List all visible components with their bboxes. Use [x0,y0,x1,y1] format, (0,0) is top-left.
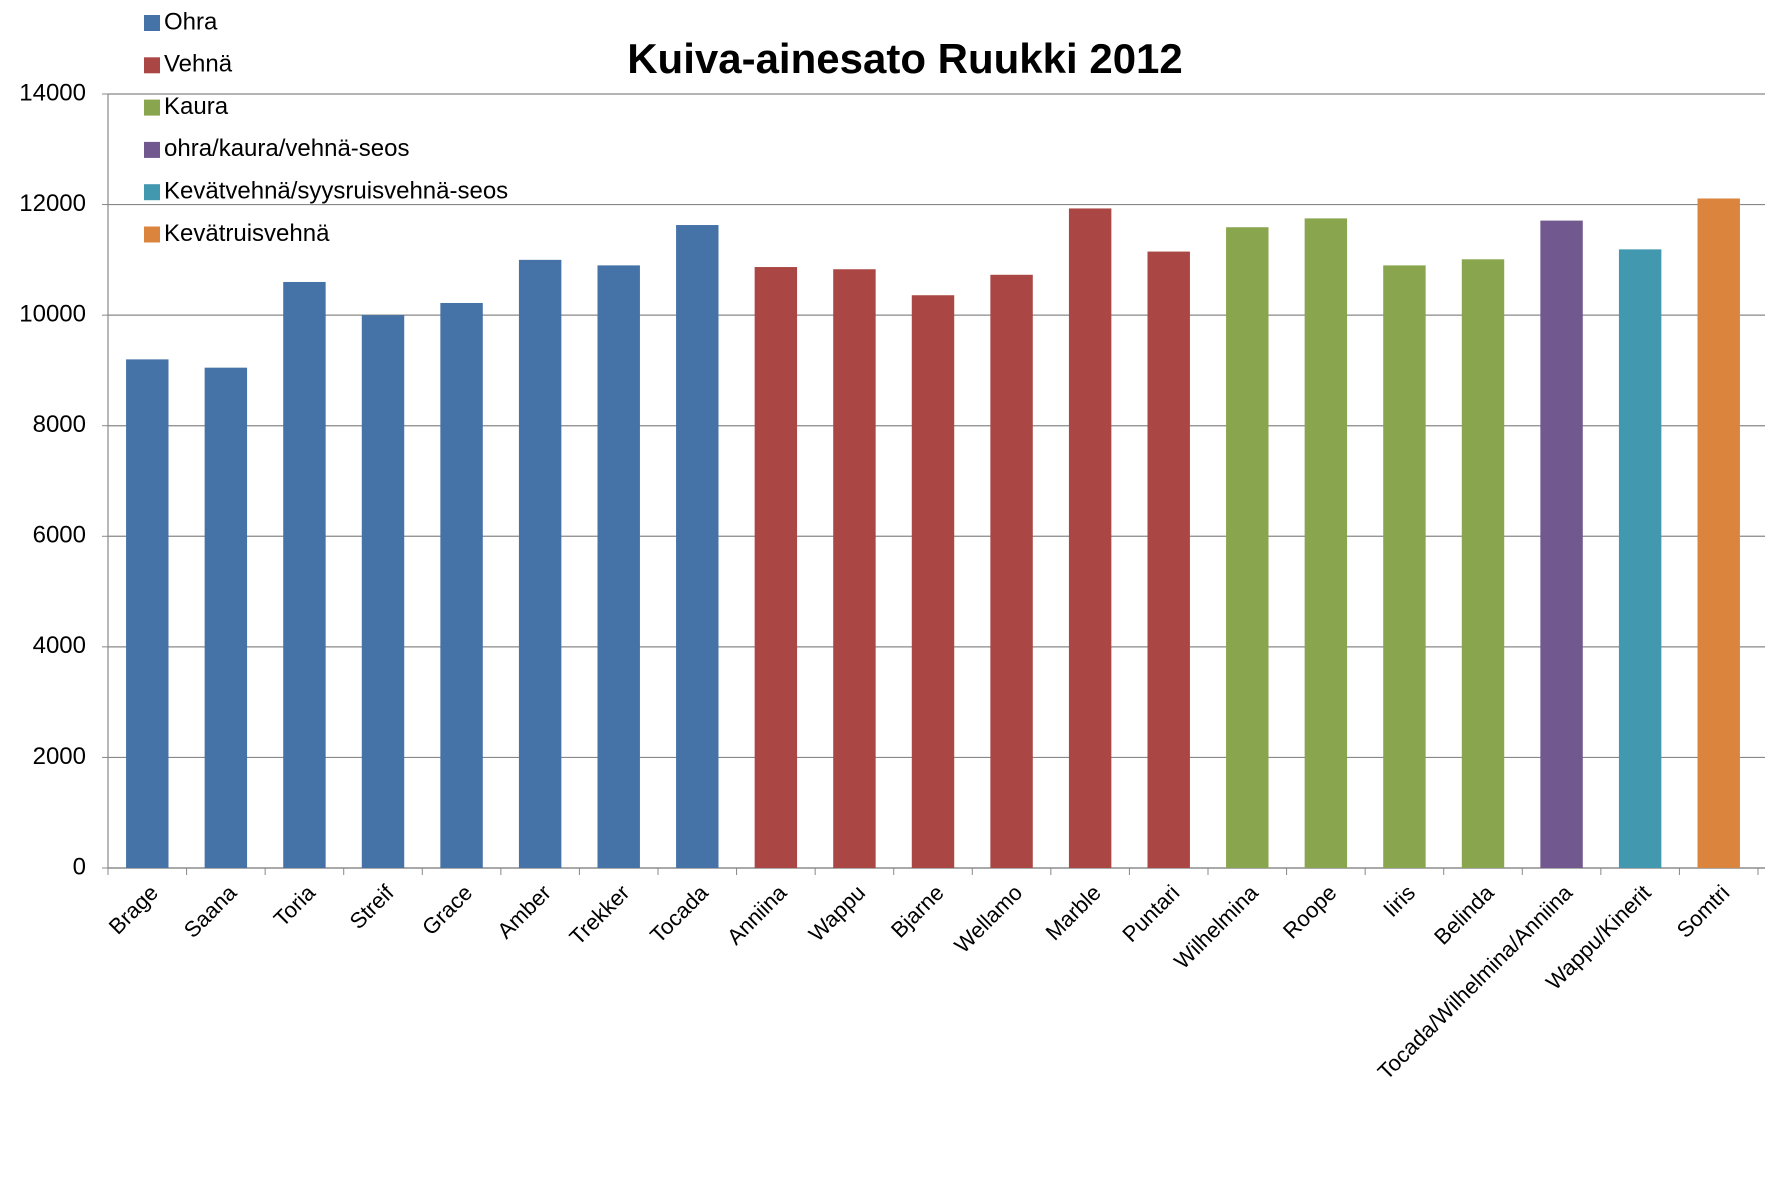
y-tick-label: 8000 [33,411,86,438]
bar [283,281,326,868]
y-tick-label: 14000 [19,79,86,106]
bar [1383,265,1426,868]
bar [597,265,640,868]
legend-label: Kevätvehnä/syysruisvehnä-seos [164,178,508,205]
y-tick-label: 10000 [19,300,86,327]
y-tick-label: 12000 [19,190,86,217]
bar [676,225,719,868]
bar [1618,249,1662,869]
bar [1697,198,1740,869]
bar [1540,220,1583,869]
bar [204,367,248,868]
legend-swatch [144,15,160,31]
bar [911,295,955,868]
bar [833,269,876,868]
legend-label: Vehnä [164,51,233,78]
legend-label: Kevätruisvehnä [164,220,330,247]
y-tick-label: 0 [73,853,86,880]
legend-swatch [144,57,160,74]
legend-swatch [144,141,160,158]
bar [990,274,1033,868]
legend-label: Ohra [164,8,218,35]
legend-swatch [144,184,160,201]
y-tick-label: 4000 [33,632,86,659]
bar [518,259,562,868]
legend-label: Kaura [164,93,229,120]
legend-swatch [144,226,160,243]
bar [1147,251,1190,869]
bar [1226,227,1269,868]
legend-swatch [144,99,160,116]
bar [126,359,169,868]
legend-label: ohra/kaura/vehnä-seos [164,135,409,162]
bar [361,315,405,869]
bar [440,302,483,869]
y-tick-label: 2000 [33,743,86,770]
bar [1304,218,1348,869]
bar [1068,208,1112,869]
bar [1461,259,1505,868]
bar [754,267,798,868]
chart-title: Kuiva-ainesato Ruukki 2012 [627,35,1183,82]
y-tick-label: 6000 [33,522,86,549]
